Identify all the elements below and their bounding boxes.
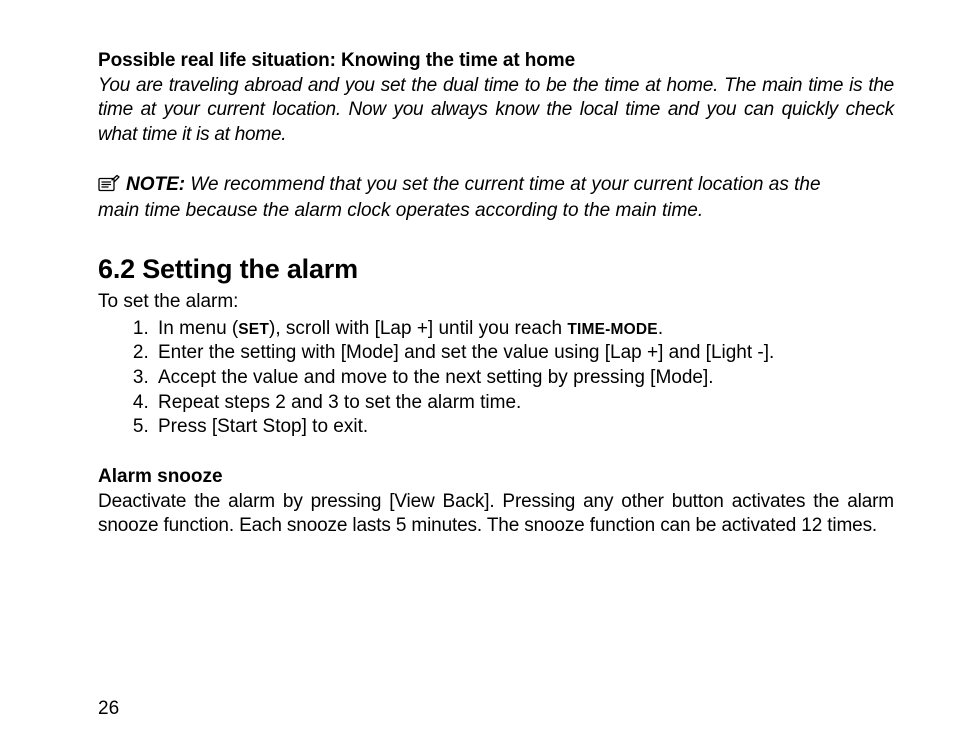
step-text: Press [Start Stop] to exit. bbox=[158, 416, 368, 437]
step-text: Enter the setting with [Mode] and set th… bbox=[158, 342, 774, 363]
step-text: . bbox=[658, 318, 663, 339]
step-text: Repeat steps 2 and 3 to set the alarm ti… bbox=[158, 392, 521, 413]
note-text-1: We recommend that you set the current ti… bbox=[185, 174, 820, 195]
step-item: Enter the setting with [Mode] and set th… bbox=[154, 341, 894, 366]
note-text-2: main time because the alarm clock operat… bbox=[98, 199, 894, 223]
note-block: NOTE: We recommend that you set the curr… bbox=[98, 173, 894, 224]
step-text: In menu ( bbox=[158, 318, 238, 339]
step-item: In menu (SET), scroll with [Lap +] until… bbox=[154, 317, 894, 342]
page-number: 26 bbox=[98, 698, 119, 720]
step-text: ), scroll with [Lap +] until you reach bbox=[269, 318, 567, 339]
step-item: Press [Start Stop] to exit. bbox=[154, 415, 894, 440]
smallcaps-timemode: TIME-MODE bbox=[567, 321, 658, 338]
smallcaps-set: SET bbox=[238, 321, 269, 338]
steps-list: In menu (SET), scroll with [Lap +] until… bbox=[98, 317, 894, 440]
snooze-heading: Alarm snooze bbox=[98, 466, 894, 488]
step-item: Accept the value and move to the next se… bbox=[154, 366, 894, 391]
step-text: Accept the value and move to the next se… bbox=[158, 367, 714, 388]
snooze-body: Deactivate the alarm by pressing [View B… bbox=[98, 490, 894, 539]
section-intro: To set the alarm: bbox=[98, 291, 894, 313]
step-item: Repeat steps 2 and 3 to set the alarm ti… bbox=[154, 391, 894, 416]
note-label: NOTE: bbox=[126, 174, 185, 195]
note-hand-icon bbox=[98, 174, 122, 199]
section-heading: 6.2 Setting the alarm bbox=[98, 254, 894, 285]
situation-body: You are traveling abroad and you set the… bbox=[98, 74, 894, 147]
situation-heading: Possible real life situation: Knowing th… bbox=[98, 50, 894, 72]
manual-page: Possible real life situation: Knowing th… bbox=[0, 0, 954, 756]
